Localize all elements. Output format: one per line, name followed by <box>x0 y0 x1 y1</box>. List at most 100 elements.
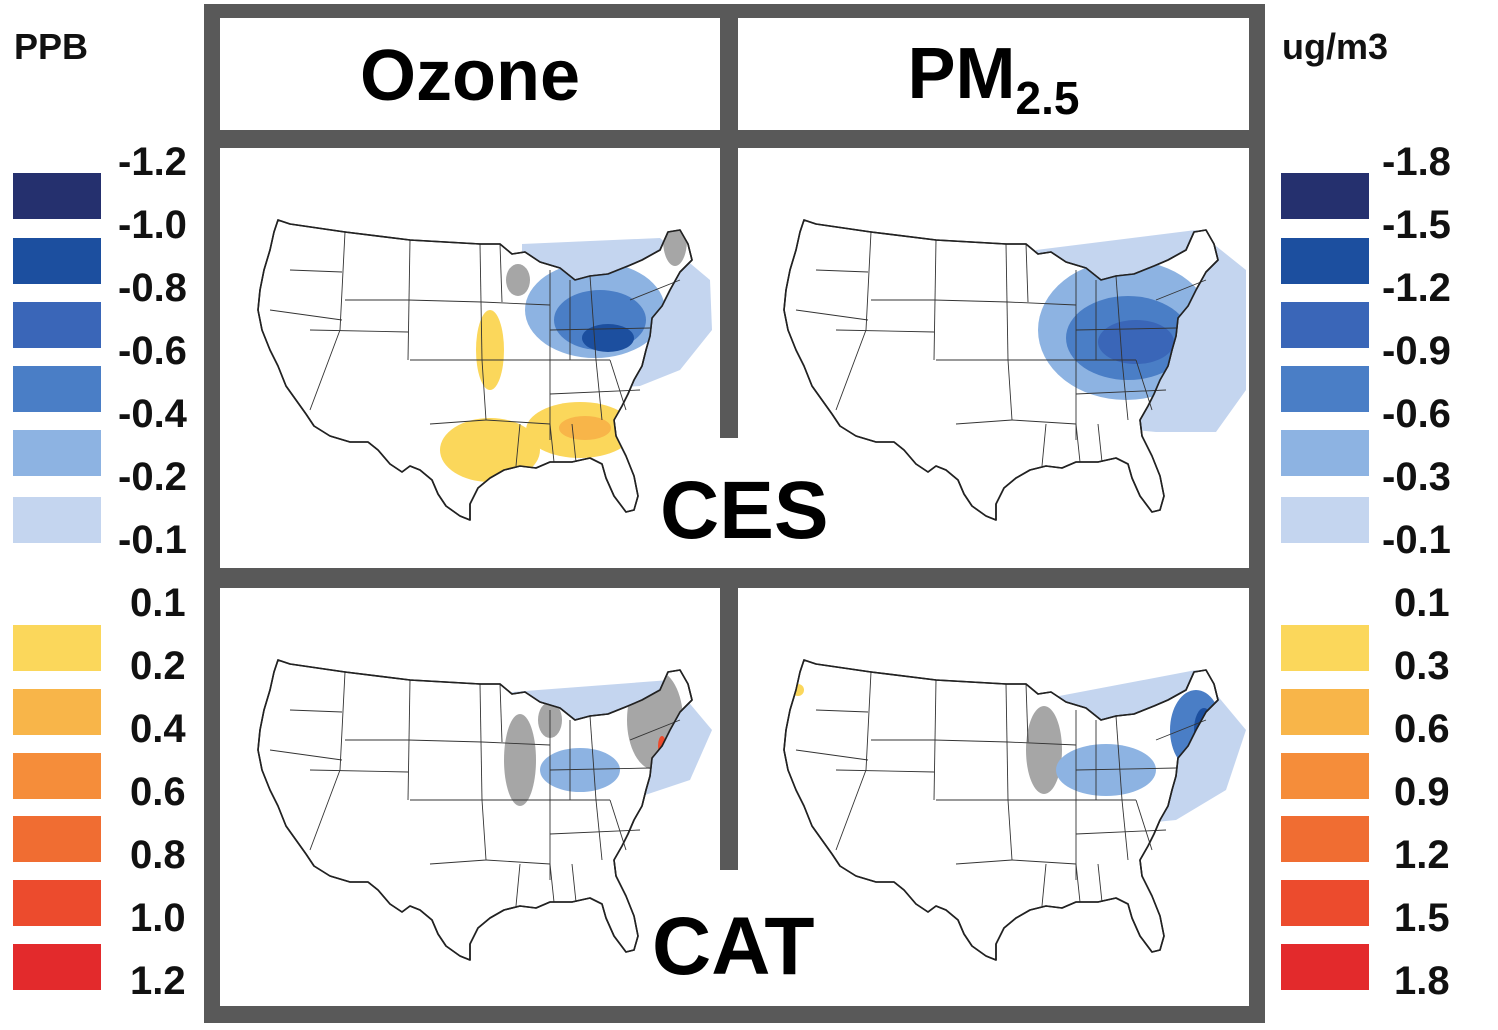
state-border <box>485 419 551 425</box>
state-border <box>485 859 551 865</box>
increase-peak <box>559 416 611 440</box>
left-tick-neg-2: -0.8 <box>118 266 187 310</box>
state-border <box>481 301 551 306</box>
pm-title-subscript: 2.5 <box>1015 72 1080 124</box>
no-data-area <box>506 264 530 296</box>
ozone-column-title: Ozone <box>359 36 580 116</box>
state-border <box>933 739 1009 743</box>
state-border <box>499 243 503 303</box>
legend-swatch-warm-2 <box>13 753 101 799</box>
us-outline-stroke <box>257 659 693 961</box>
state-border <box>549 327 651 331</box>
right-tick-neg-4: -0.6 <box>1382 392 1451 436</box>
state-border <box>815 709 869 713</box>
left-tick-pos-1: 0.2 <box>130 644 186 688</box>
right-tick-pos-6: 1.8 <box>1394 959 1450 1003</box>
ces-row-label: CES <box>660 465 829 556</box>
right-tick-pos-4: 1.2 <box>1394 833 1450 877</box>
legend-swatch-blue-0 <box>1281 173 1369 219</box>
legend-swatch-warm-3 <box>13 816 101 862</box>
cat-divider <box>720 588 738 870</box>
us-outline-stroke <box>257 219 693 521</box>
state-border <box>481 741 551 746</box>
right-tick-pos-0: 0.1 <box>1394 581 1450 625</box>
legend-swatch-warm-3 <box>1281 816 1369 862</box>
state-border <box>835 769 935 773</box>
state-border <box>1011 859 1077 865</box>
state-border <box>1115 715 1123 801</box>
state-border <box>835 329 935 333</box>
legend-swatch-blue-1 <box>1281 238 1369 284</box>
state-border <box>629 719 681 741</box>
state-border <box>549 767 651 771</box>
state-border <box>289 269 343 273</box>
state-border <box>309 769 409 773</box>
state-border <box>595 359 603 421</box>
state-border <box>1155 279 1207 301</box>
cat-ozone-map <box>257 659 712 961</box>
left-tick-neg-0: -1.2 <box>118 140 187 184</box>
left-tick-pos-0: 0.1 <box>130 581 186 625</box>
state-border <box>933 299 1009 303</box>
cat-pm25-map <box>783 659 1246 961</box>
reduction-area <box>1056 744 1156 796</box>
state-border <box>1025 243 1029 303</box>
state-border <box>269 749 343 761</box>
right-tick-pos-1: 0.3 <box>1394 644 1450 688</box>
state-border <box>1041 863 1047 907</box>
ces-ozone-map <box>257 219 712 521</box>
map-shape <box>440 220 687 482</box>
ces-pm25-map <box>783 219 1246 521</box>
right-tick-pos-5: 1.5 <box>1394 896 1450 940</box>
legend-swatch-warm-0 <box>13 625 101 671</box>
state-border <box>795 309 869 321</box>
state-border <box>269 309 343 321</box>
legend-swatch-warm-4 <box>1281 880 1369 926</box>
state-border <box>795 749 869 761</box>
state-border <box>1007 741 1077 746</box>
state-border <box>1121 799 1129 861</box>
state-border <box>629 279 681 301</box>
state-border <box>549 389 641 395</box>
right-unit-label: ug/m3 <box>1282 26 1389 67</box>
right-tick-neg-5: -0.3 <box>1382 455 1451 499</box>
legend-swatch-blue-5 <box>1281 497 1369 543</box>
state-border <box>1075 327 1177 331</box>
increase-area-texas <box>440 418 540 482</box>
right-tick-neg-0: -1.8 <box>1382 140 1451 184</box>
state-border <box>571 863 577 903</box>
right-tick-neg-2: -1.2 <box>1382 266 1451 310</box>
state-border <box>549 863 555 903</box>
state-border <box>1121 359 1129 421</box>
legend-swatch-warm-0 <box>1281 625 1369 671</box>
legend-swatch-blue-2 <box>13 302 101 348</box>
state-border <box>499 683 503 743</box>
legend-swatch-warm-2 <box>1281 753 1369 799</box>
left-tick-neg-1: -1.0 <box>118 203 187 247</box>
state-border <box>407 739 483 743</box>
state-border <box>571 423 577 463</box>
right-tick-neg-6: -0.1 <box>1382 518 1451 562</box>
legend-swatch-warm-1 <box>13 689 101 735</box>
no-data-area <box>504 714 536 806</box>
left-tick-neg-6: -0.1 <box>118 518 187 562</box>
legend-swatch-blue-5 <box>13 497 101 543</box>
state-border <box>1041 423 1047 467</box>
state-border <box>309 671 346 851</box>
state-border <box>309 231 346 411</box>
right-tick-neg-3: -0.9 <box>1382 329 1451 373</box>
state-border <box>515 863 521 907</box>
state-border <box>1007 301 1077 306</box>
increase-spot <box>792 684 804 696</box>
state-border <box>589 715 597 801</box>
state-border <box>1097 423 1103 463</box>
state-border <box>1075 423 1081 463</box>
state-border <box>1115 275 1123 361</box>
pm25-column-title: PM2.5 <box>738 38 1249 134</box>
reduction-peak <box>1098 320 1174 364</box>
left-tick-pos-6: 1.2 <box>130 959 186 1003</box>
left-unit-label: PPB <box>14 26 89 67</box>
left-tick-neg-3: -0.6 <box>118 329 187 373</box>
legend-swatch-blue-1 <box>13 238 101 284</box>
header-ozone-panel: Ozone <box>220 18 720 130</box>
